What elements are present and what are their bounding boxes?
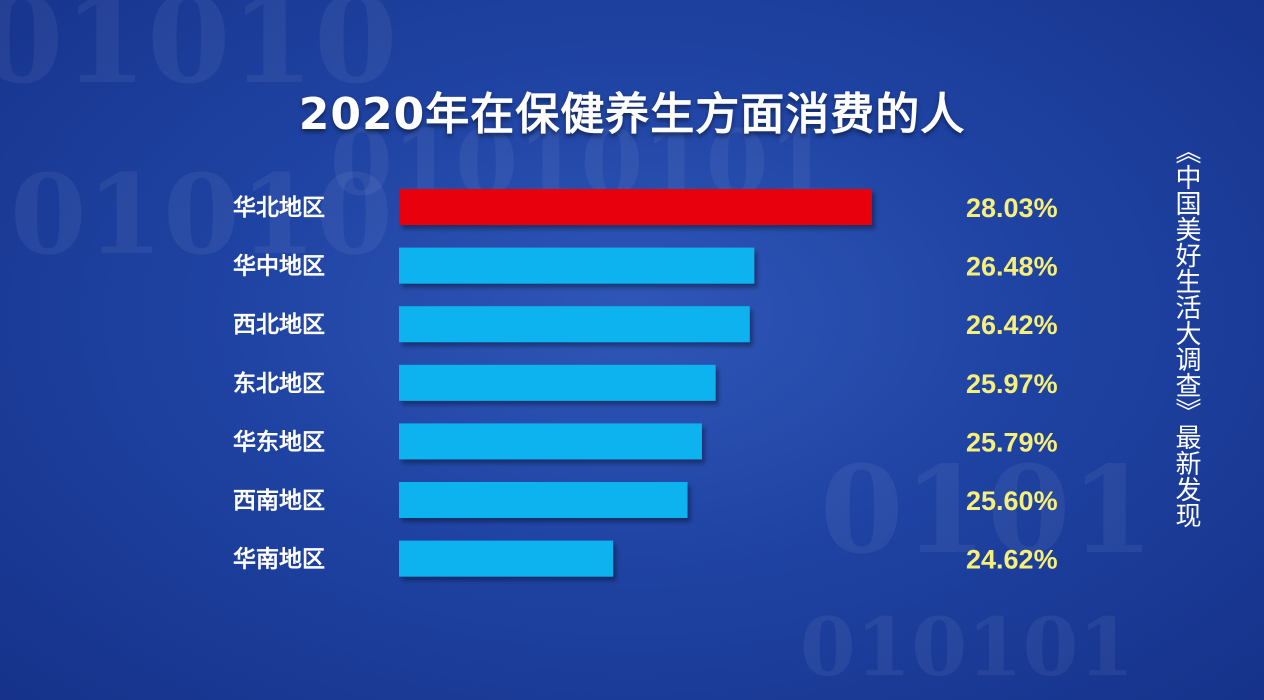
category-label: 华北地区 (233, 194, 325, 221)
category-label: 华东地区 (233, 428, 325, 455)
value-label: 24.62% (966, 545, 1058, 575)
category-label: 西北地区 (233, 312, 325, 338)
category-label: 华南地区 (233, 546, 325, 573)
value-label: 25.60% (966, 486, 1058, 516)
category-label: 东北地区 (233, 370, 325, 397)
bar (399, 482, 688, 518)
value-label: 26.42% (966, 310, 1058, 340)
bar (399, 540, 614, 577)
source-note: 《中国美好生活大调查》最新发现 (1171, 138, 1201, 528)
bar-highlighted (399, 189, 872, 225)
bar (399, 247, 755, 284)
value-label: 28.03% (966, 193, 1058, 223)
value-label: 25.79% (966, 427, 1058, 457)
category-label: 华中地区 (233, 253, 325, 280)
bar (399, 423, 702, 460)
bar (399, 306, 750, 343)
value-label: 25.97% (966, 369, 1058, 399)
bar (399, 364, 716, 401)
category-label: 西南地区 (233, 488, 325, 514)
chart-title: 2020年在保健养生方面消费的人 (298, 89, 966, 140)
value-label: 26.48% (966, 252, 1058, 282)
